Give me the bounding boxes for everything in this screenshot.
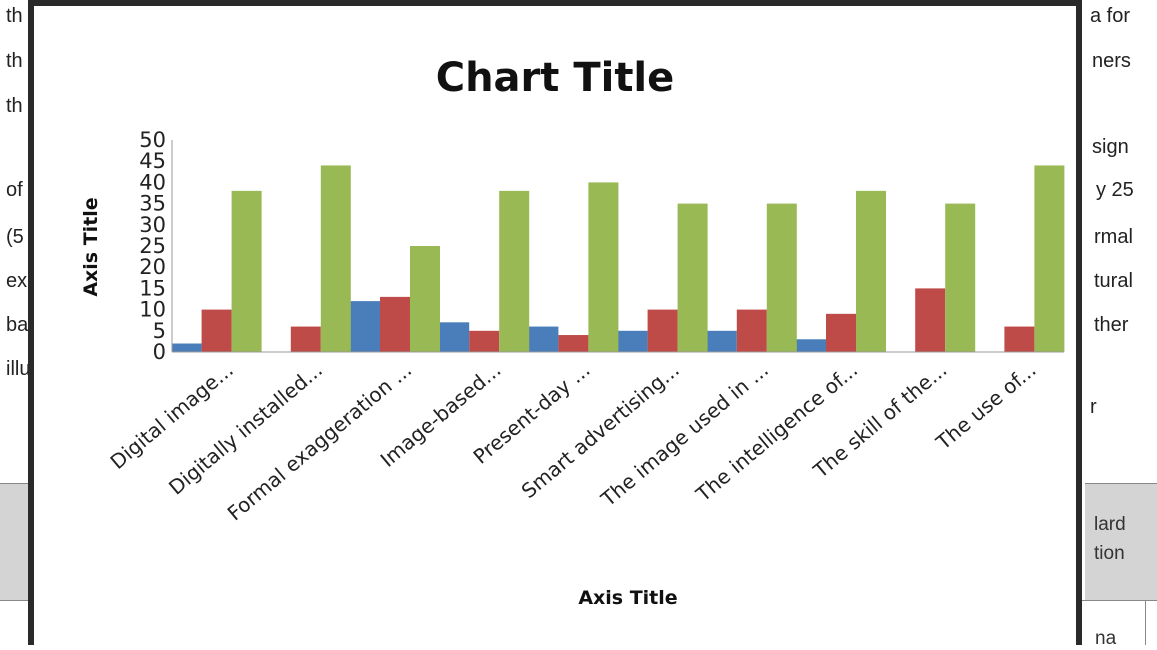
y-tick-label-5: 25 xyxy=(139,234,166,258)
bg-text-right-0: a for xyxy=(1090,5,1131,27)
bar-s1-c0 xyxy=(201,309,232,352)
bg-text-left-4: (5 xyxy=(6,226,24,248)
bg-table-text-1: tion xyxy=(1094,543,1125,564)
bar-s0-c0 xyxy=(171,343,202,352)
y-tick-label-3: 15 xyxy=(139,276,166,300)
bar-s2-c1 xyxy=(320,165,351,352)
y-tick-label-9: 45 xyxy=(139,149,166,173)
bg-text-right-4: rmal xyxy=(1094,226,1133,248)
bar-s0-c7 xyxy=(796,339,826,352)
y-tick-label-6: 30 xyxy=(139,213,166,237)
bg-text-right-7: r xyxy=(1090,396,1097,418)
y-tick-label-7: 35 xyxy=(139,192,166,216)
x-tick-label-2: Formal exaggeration ... xyxy=(223,357,417,525)
bar-s0-c4 xyxy=(528,326,559,352)
bar-s1-c7 xyxy=(826,313,856,352)
chart-frame: Chart Title Axis Title Axis Title 0 5 10 15… xyxy=(28,0,1082,645)
bg-text-left-6: ba xyxy=(6,314,29,336)
bg-text-right-6: ther xyxy=(1094,314,1129,336)
bar-s1-c2 xyxy=(380,296,410,352)
chart-title: Chart Title xyxy=(436,55,675,101)
bar-chart: Chart Title Axis Title Axis Title 051015… xyxy=(80,55,1065,609)
x-tick-label-7: The intelligence of... xyxy=(691,357,863,506)
bg-text-left-3: of xyxy=(6,179,23,201)
x-axis-title: Axis Title xyxy=(578,587,677,609)
bar-s2-c3 xyxy=(499,190,530,352)
bg-text-left-2: th xyxy=(6,95,23,117)
bg-text-left-5: ex xyxy=(6,270,28,292)
bg-table-text-0: lard xyxy=(1094,514,1126,535)
bar-s0-c3 xyxy=(439,322,470,352)
bar-s0-c6 xyxy=(706,330,737,352)
bg-table-cell-border xyxy=(1145,600,1146,645)
bar-s1-c4 xyxy=(558,335,589,352)
bar-s2-c5 xyxy=(677,203,708,352)
y-tick-label-0: 0 xyxy=(153,340,166,364)
y-tick-label-8: 40 xyxy=(139,170,166,194)
bg-text-right-3: y 25 xyxy=(1096,179,1134,201)
bg-text-right-1: ners xyxy=(1092,50,1131,72)
x-tick-label-5: Smart advertising... xyxy=(517,357,684,503)
y-tick-label-4: 20 xyxy=(139,255,166,279)
bar-s1-c9 xyxy=(1004,326,1035,352)
bg-text-left-7: illu xyxy=(6,358,31,380)
x-tick-label-6: The image used in ... xyxy=(596,357,773,511)
bar-s1-c3 xyxy=(469,330,500,352)
bg-text-left-0: th xyxy=(6,5,23,27)
bar-s1-c1 xyxy=(290,326,321,352)
y-tick-label-1: 5 xyxy=(153,319,166,343)
bar-s2-c2 xyxy=(410,246,440,352)
bg-table-text-2: na xyxy=(1095,628,1117,649)
bar-s2-c6 xyxy=(766,203,797,352)
bar-s0-c5 xyxy=(617,330,648,352)
bg-text-right-5: tural xyxy=(1094,270,1133,292)
bar-s1-c8 xyxy=(915,288,946,352)
y-tick-label-10: 50 xyxy=(139,128,166,152)
x-tick-label-1: Digitally installed... xyxy=(164,357,327,499)
bar-s2-c4 xyxy=(588,182,619,352)
bar-s2-c8 xyxy=(945,203,976,352)
y-tick-label-2: 10 xyxy=(139,298,166,322)
bar-s1-c5 xyxy=(647,309,678,352)
bar-s2-c7 xyxy=(856,190,886,352)
bar-s1-c6 xyxy=(736,309,767,352)
bg-text-right-2: sign xyxy=(1092,136,1129,158)
bar-s0-c2 xyxy=(350,301,380,352)
bar-s2-c0 xyxy=(231,190,262,352)
bg-text-left-1: th xyxy=(6,50,23,72)
bg-table-header-right: lard tion xyxy=(1085,483,1157,601)
bar-series xyxy=(171,165,1065,352)
y-axis-title: Axis Title xyxy=(80,197,102,296)
bar-s2-c9 xyxy=(1034,165,1065,352)
x-tick-labels: Digital image...Digitally installed...Fo… xyxy=(105,357,1040,525)
